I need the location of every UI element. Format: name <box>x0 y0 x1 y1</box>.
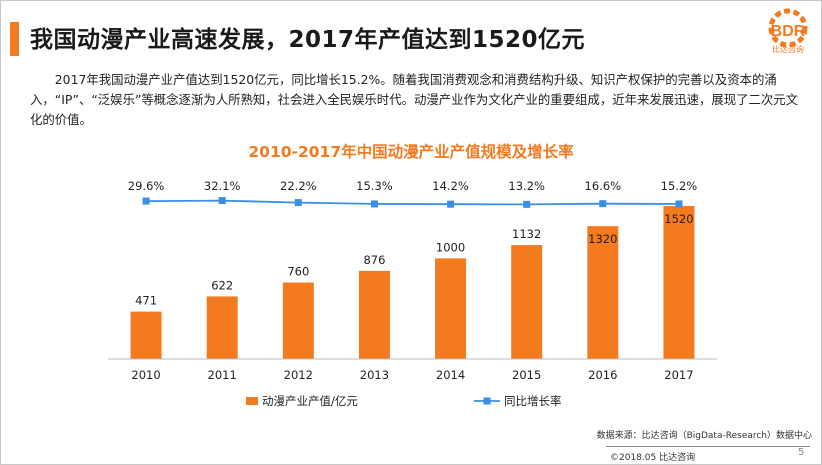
line-point-2013 <box>370 200 378 208</box>
bdr-logo: BDR 比达咨询 <box>768 8 808 54</box>
page-number: 5 <box>798 447 805 458</box>
bar-2015 <box>511 245 543 359</box>
growth-rate-line <box>146 199 679 206</box>
x-tick-2014: 2014 <box>436 368 465 382</box>
x-tick-2011: 2011 <box>208 368 237 382</box>
bar-label-2013: 876 <box>363 253 385 267</box>
x-tick-2013: 2013 <box>360 368 389 382</box>
bar-label-2015: 1132 <box>512 227 541 241</box>
bar-label-2016: 1320 <box>588 232 617 246</box>
legend-label-bar: 动漫产业产值/亿元 <box>262 394 358 408</box>
bar-label-2010: 471 <box>135 294 157 308</box>
line-label-2013: 15.3% <box>356 179 393 193</box>
line-label-2010: 29.6% <box>128 179 165 193</box>
data-source: 数据来源：比达咨询（BigData-Research）数据中心 <box>596 431 812 441</box>
line-label-2011: 32.1% <box>204 179 241 193</box>
line-point-2015 <box>523 200 531 208</box>
bar-2011 <box>206 296 238 359</box>
line-point-2012 <box>294 199 302 207</box>
legend-swatch-marker <box>483 397 491 405</box>
line-label-2016: 16.6% <box>585 179 622 193</box>
copyright: ©2018.05 比达咨询 <box>610 453 696 463</box>
title-accent-bar <box>10 22 19 56</box>
line-point-2017 <box>675 200 683 208</box>
page-title: 我国动漫产业高速发展，2017年产值达到1520亿元 <box>30 27 586 53</box>
logo-text: BDR <box>771 23 806 40</box>
bar-2012 <box>282 282 314 359</box>
line-label-2012: 22.2% <box>280 179 317 193</box>
bar-label-2014: 1000 <box>436 240 465 254</box>
bar-2014 <box>435 258 467 359</box>
logo-subtext: 比达咨询 <box>772 44 804 54</box>
line-label-2017: 15.2% <box>661 179 698 193</box>
bar-2010 <box>130 311 162 359</box>
bar-2016 <box>587 226 619 359</box>
x-tick-2016: 2016 <box>588 368 617 382</box>
line-point-2014 <box>447 200 455 208</box>
legend-swatch-bar <box>246 397 258 405</box>
x-tick-2017: 2017 <box>664 368 693 382</box>
bar-label-2012: 760 <box>287 265 309 279</box>
bar-label-2017: 1520 <box>664 212 693 226</box>
x-tick-2015: 2015 <box>512 368 541 382</box>
line-point-2016 <box>599 200 607 208</box>
intro-paragraph: 2017年我国动漫产业产值达到1520亿元，同比增长15.2%。随着我国消费观念… <box>30 72 799 127</box>
footer-divider <box>606 446 810 447</box>
bar-2017 <box>663 206 695 359</box>
bar-2013 <box>358 270 390 359</box>
line-label-2015: 13.2% <box>508 179 545 193</box>
chart-title: 2010-2017年中国动漫产业产值规模及增长率 <box>248 143 574 161</box>
line-label-2014: 14.2% <box>432 179 469 193</box>
legend-label-line: 同比增长率 <box>504 394 562 408</box>
bar-label-2011: 622 <box>211 278 233 292</box>
line-point-2010 <box>142 197 150 205</box>
line-point-2011 <box>218 197 226 205</box>
x-tick-2010: 2010 <box>131 368 160 382</box>
x-tick-2012: 2012 <box>284 368 313 382</box>
